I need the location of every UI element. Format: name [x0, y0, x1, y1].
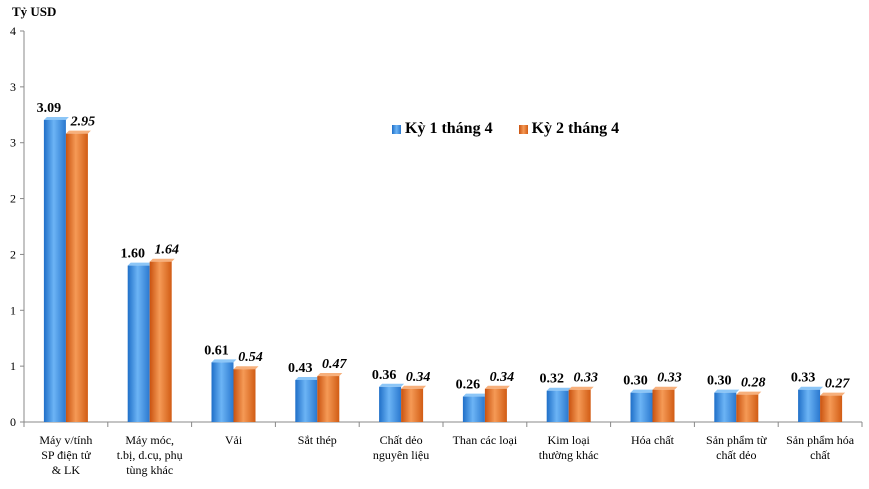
- legend-item-series-2: Kỳ 2 tháng 4: [518, 120, 620, 138]
- category-label: Sản phẩm từ: [706, 433, 767, 447]
- bar-top: [65, 130, 91, 134]
- bar-series-1: [798, 389, 821, 422]
- bar-top: [317, 373, 343, 377]
- data-label-series-2: 0.47: [322, 357, 348, 372]
- category-label: Sản phẩm hóa: [786, 433, 855, 447]
- bar-series-2: [317, 376, 340, 422]
- bar-series-1: [462, 396, 485, 422]
- bar-series-2: [149, 261, 172, 422]
- category-label: Vải: [225, 433, 243, 447]
- bar-top: [379, 383, 405, 387]
- bar-top: [568, 386, 594, 390]
- data-label-series-1: 0.43: [288, 361, 313, 376]
- category-label: thường khác: [539, 448, 599, 462]
- y-tick-label: 1: [10, 303, 16, 317]
- category-label: Chất dẻo: [380, 433, 423, 447]
- y-tick-label: 0: [10, 415, 16, 429]
- bar-series-2: [820, 395, 843, 422]
- data-label-series-1: 0.36: [372, 368, 397, 383]
- y-tick-label: 3: [10, 136, 16, 150]
- data-label-series-1: 3.09: [37, 101, 62, 116]
- legend: Kỳ 1 tháng 4 Kỳ 2 tháng 4: [392, 120, 619, 138]
- bar-top: [211, 359, 237, 363]
- y-axis-unit-label: Tỷ USD: [12, 4, 57, 19]
- category-label: & LK: [52, 463, 81, 477]
- category-label: Sắt thép: [298, 433, 337, 447]
- bar-series-2: [652, 389, 675, 422]
- bar-top: [484, 385, 510, 389]
- bar-top: [736, 391, 762, 395]
- bar-top: [233, 366, 259, 370]
- bar-top: [43, 116, 69, 120]
- bar-series-2: [233, 369, 256, 422]
- category-label: Hóa chất: [631, 433, 675, 447]
- data-label-series-2: 0.34: [490, 370, 515, 385]
- bar-top: [652, 386, 678, 390]
- legend-swatch-orange: [518, 124, 528, 134]
- data-label-series-2: 0.34: [406, 370, 431, 385]
- bar-series-1: [546, 390, 569, 422]
- bar-series-2: [484, 388, 507, 422]
- bar-series-2: [736, 394, 759, 422]
- bar-top: [149, 258, 175, 262]
- bar-series-1: [127, 265, 150, 422]
- category-label: chất dẻo: [716, 448, 756, 462]
- data-label-series-1: 0.26: [456, 378, 481, 393]
- bar-series-1: [295, 379, 318, 422]
- bars: [43, 116, 846, 422]
- bar-series-2: [401, 388, 424, 422]
- category-label: chất: [810, 448, 831, 462]
- data-label-series-2: 0.54: [238, 350, 263, 365]
- data-label-series-1: 0.30: [707, 374, 732, 389]
- legend-label-series-2: Kỳ 2 tháng 4: [531, 120, 620, 137]
- y-tick-label: 3: [10, 80, 16, 94]
- bar-top: [127, 262, 153, 266]
- data-labels: 3.09 2.95 1.60 1.64 0.61 0.54 0.43 0.47 0.36 0.34…: [37, 101, 851, 393]
- bar-series-1: [43, 119, 66, 422]
- data-label-series-2: 0.33: [657, 371, 682, 386]
- bar-top: [295, 376, 321, 380]
- data-label-series-1: 0.30: [623, 374, 648, 389]
- y-tick-label: 2: [10, 192, 16, 206]
- legend-label-series-1: Kỳ 1 tháng 4: [405, 120, 493, 137]
- legend-swatch-blue: [392, 124, 401, 134]
- category-label: Than các loại: [453, 433, 518, 447]
- y-tick-label: 2: [10, 247, 16, 261]
- category-label: nguyên liệu: [373, 448, 429, 462]
- bar-top: [798, 386, 824, 390]
- data-label-series-2: 1.64: [154, 243, 179, 258]
- data-label-series-2: 0.28: [741, 376, 766, 391]
- legend-item-series-1: Kỳ 1 tháng 4: [392, 120, 493, 138]
- data-label-series-1: 0.33: [791, 371, 816, 386]
- category-label: tùng khác: [126, 463, 173, 477]
- bar-top: [462, 393, 488, 397]
- category-label: SP điện tử: [41, 448, 91, 462]
- data-label-series-2: 2.95: [70, 115, 96, 130]
- bar-series-2: [65, 133, 88, 422]
- category-label: Máy móc,: [125, 433, 174, 447]
- bar-top: [714, 389, 740, 393]
- data-label-series-2: 0.33: [573, 371, 598, 386]
- category-label: t.bị, d.cụ, phụ: [117, 448, 183, 462]
- bar-top: [630, 389, 656, 393]
- y-tick-label: 4: [10, 24, 16, 38]
- y-tick-label: 1: [10, 359, 16, 373]
- bar-series-1: [211, 362, 234, 422]
- bar-series-1: [379, 386, 402, 422]
- data-label-series-2: 0.27: [825, 377, 851, 392]
- data-label-series-1: 0.61: [204, 343, 229, 358]
- bar-top: [546, 387, 572, 391]
- category-label: Máy v/tính: [39, 433, 92, 447]
- bar-series-2: [568, 389, 591, 422]
- data-label-series-1: 0.32: [539, 372, 564, 387]
- category-label: Kim loại: [548, 433, 591, 447]
- bar-top: [820, 392, 846, 396]
- bar-series-1: [714, 392, 737, 422]
- data-label-series-1: 1.60: [120, 247, 145, 262]
- bar-series-1: [630, 392, 653, 422]
- bar-top: [401, 385, 427, 389]
